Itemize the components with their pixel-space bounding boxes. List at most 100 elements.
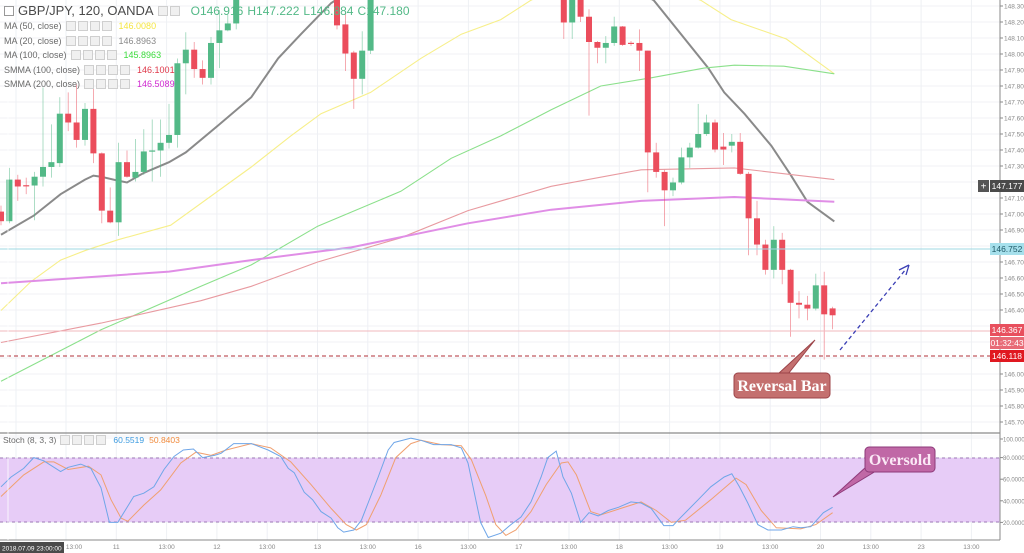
settings-icon[interactable] (82, 50, 93, 61)
candle (132, 138, 139, 182)
indicator-legend-row[interactable]: MA (100, close) 145.8963 (4, 48, 410, 63)
candle (745, 171, 752, 256)
candle-body (577, 0, 584, 17)
indicator-value: 146.1001 (137, 64, 175, 75)
candle (174, 58, 181, 148)
settings-icon[interactable] (77, 21, 88, 32)
price-axis[interactable]: 148.300 148.200 148.100 148.000 147.900 147.8… (1000, 4, 1024, 427)
bar-countdown: 01:32:43 (990, 338, 1023, 348)
candle-body (124, 162, 130, 177)
time-tick-label: 18 (616, 544, 624, 551)
collapse-icon[interactable] (4, 5, 14, 16)
close-icon[interactable] (120, 64, 131, 75)
indicator-value: 146.8963 (118, 35, 157, 46)
candle-body (619, 26, 626, 45)
candle-body (140, 151, 147, 172)
stoch-pane[interactable] (0, 437, 833, 539)
more-icon[interactable] (89, 21, 100, 32)
settings-icon[interactable] (96, 64, 107, 75)
candle-body (644, 50, 651, 153)
eye-icon[interactable] (84, 64, 95, 75)
eye-icon[interactable] (70, 50, 81, 61)
ma-line (0, 64, 835, 382)
more-icon[interactable] (94, 50, 105, 61)
candle (796, 291, 802, 319)
indicator-value: 145.8963 (123, 50, 162, 61)
indicator-label[interactable]: MA (50, close) (4, 21, 62, 32)
stoch-tick-label: 20.0000 (1003, 521, 1024, 527)
candle-body (787, 269, 794, 303)
indicator-label[interactable]: SMMA (100, close) (4, 64, 81, 75)
indicator-label[interactable]: MA (100, close) (4, 50, 67, 61)
time-tick-label: 19 (716, 544, 724, 551)
close-icon[interactable] (101, 35, 112, 46)
plus-icon[interactable]: + (981, 182, 987, 193)
candle-body (779, 239, 786, 270)
candle (0, 205, 4, 226)
price-tick-label: 146.600 (1004, 276, 1024, 283)
settings-icon[interactable] (96, 79, 107, 90)
ohlc-low: L146.884 (303, 3, 354, 18)
candle-body (216, 30, 223, 43)
time-axis[interactable]: 13:00 11 13:00 12 13:00 13 13:00 16 13:00 17 13:00… (66, 544, 980, 551)
eye-icon[interactable] (84, 79, 95, 90)
settings-icon[interactable] (157, 5, 168, 16)
indicator-legend-row[interactable]: MA (50, close) 146.0080 (4, 19, 410, 34)
candle (199, 60, 206, 85)
candle (636, 29, 643, 71)
candle-body (149, 150, 156, 152)
price-pane[interactable] (0, 0, 836, 382)
candle (602, 36, 609, 64)
eye-icon[interactable] (60, 435, 71, 445)
candle-body (636, 42, 643, 51)
close-icon[interactable] (106, 50, 117, 61)
indicator-legend-row[interactable]: SMMA (100, close) 146.1001 (4, 63, 410, 78)
candle (577, 0, 584, 22)
candle-body (98, 153, 105, 211)
reversal-bar-callout[interactable]: Reversal Bar (733, 339, 831, 399)
price-tick-label: 145.700 (1004, 420, 1024, 427)
price-tick-label: 146.500 (1004, 292, 1024, 299)
indicator-label[interactable]: SMMA (200, close) (4, 79, 81, 90)
price-tick-label: 147.600 (1004, 116, 1024, 123)
settings-icon[interactable] (77, 35, 88, 46)
indicator-label[interactable]: MA (20, close) (4, 35, 62, 46)
eye-icon[interactable] (65, 35, 76, 46)
symbol-title[interactable]: GBP/JPY, 120, OANDA (18, 3, 154, 18)
candle-body (812, 285, 819, 309)
symbol-row: GBP/JPY, 120, OANDA O146.916 H147.222 L1… (4, 2, 410, 19)
stoch-tick-label: 80.0000 (1003, 456, 1024, 462)
hide-icon[interactable] (169, 5, 180, 16)
settings-icon[interactable] (72, 435, 83, 445)
crosshair-time: 2018.07.09 23:00:00 (2, 546, 62, 553)
candle (695, 103, 702, 149)
candle (166, 103, 172, 149)
ma-line (0, 0, 835, 236)
oversold-callout[interactable]: Oversold (832, 446, 936, 498)
close-icon[interactable] (120, 79, 131, 90)
stoch-title[interactable]: Stoch (8, 3, 3) (3, 435, 57, 445)
candle (728, 134, 735, 153)
indicator-legend-row[interactable]: SMMA (200, close) 146.5089 (4, 77, 410, 92)
indicator-value: 146.5089 (137, 79, 175, 90)
close-icon[interactable] (96, 435, 107, 445)
candle-body (804, 304, 811, 309)
candle (208, 37, 214, 85)
candle-body (745, 173, 752, 219)
time-tick-label: 20 (817, 544, 825, 551)
more-icon[interactable] (84, 435, 95, 445)
candle-body (73, 122, 80, 140)
close-icon[interactable] (101, 21, 112, 32)
indicator-legend-row[interactable]: MA (20, close) 146.8963 (4, 34, 410, 49)
more-icon[interactable] (108, 79, 119, 90)
candle (48, 124, 55, 178)
more-icon[interactable] (89, 35, 100, 46)
more-icon[interactable] (108, 64, 119, 75)
forecast-arrow[interactable] (839, 264, 910, 351)
candle-body (703, 122, 710, 134)
stoch-axis[interactable]: 100.0000 80.0000 60.0000 40.0000 20.0000 (1000, 438, 1024, 527)
candle-body (829, 308, 836, 316)
candle-body (728, 141, 735, 146)
eye-icon[interactable] (65, 21, 76, 32)
